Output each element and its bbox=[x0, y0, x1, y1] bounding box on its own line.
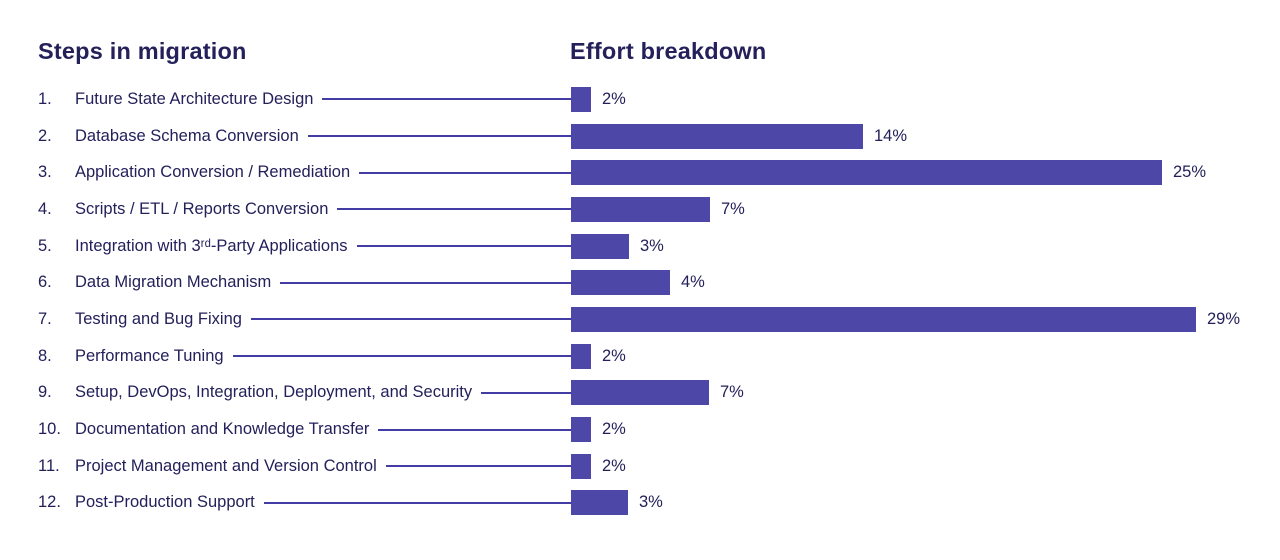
step-label: Testing and Bug Fixing bbox=[75, 309, 242, 328]
step-cell: 8. Performance Tuning bbox=[38, 347, 571, 366]
step-cell: 2. Database Schema Conversion bbox=[38, 127, 571, 146]
connector-line bbox=[250, 318, 571, 321]
chart-row: 3. Application Conversion / Remediation … bbox=[38, 154, 1274, 191]
connector-line bbox=[356, 245, 571, 248]
chart-rows: 1. Future State Architecture Design 2% 2… bbox=[38, 81, 1274, 521]
effort-bar bbox=[571, 196, 710, 222]
connector-line bbox=[280, 281, 571, 284]
connector-line bbox=[481, 391, 571, 394]
percent-label: 25% bbox=[1173, 163, 1207, 182]
effort-bar bbox=[571, 306, 1196, 332]
step-label: Integration with 3ʳᵈ-Party Applications bbox=[75, 236, 348, 255]
step-cell: 1. Future State Architecture Design bbox=[38, 90, 571, 109]
chart-row: 1. Future State Architecture Design 2% bbox=[38, 81, 1274, 118]
percent-label: 2% bbox=[602, 456, 626, 475]
chart-row: 6. Data Migration Mechanism 4% bbox=[38, 264, 1274, 301]
percent-label: 14% bbox=[874, 126, 908, 145]
step-cell: 4. Scripts / ETL / Reports Conversion bbox=[38, 200, 571, 219]
effort-column-title: Effort breakdown bbox=[570, 38, 767, 64]
step-cell: 3. Application Conversion / Remediation bbox=[38, 163, 571, 182]
percent-label: 3% bbox=[639, 493, 663, 512]
effort-bar bbox=[571, 233, 629, 259]
effort-bar bbox=[571, 270, 670, 296]
step-number: 6. bbox=[38, 273, 52, 292]
step-cell: 7. Testing and Bug Fixing bbox=[38, 310, 571, 329]
step-label: Database Schema Conversion bbox=[75, 126, 299, 145]
steps-column-title: Steps in migration bbox=[38, 38, 247, 64]
chart-row: 5. Integration with 3ʳᵈ-Party Applicatio… bbox=[38, 228, 1274, 265]
step-number: 2. bbox=[38, 126, 52, 145]
effort-bar bbox=[571, 86, 591, 112]
connector-line bbox=[378, 428, 571, 431]
percent-label: 2% bbox=[602, 346, 626, 365]
step-label: Project Management and Version Control bbox=[75, 456, 377, 475]
step-label: Application Conversion / Remediation bbox=[75, 163, 351, 182]
chart-row: 11. Project Management and Version Contr… bbox=[38, 448, 1274, 485]
percent-label: 3% bbox=[640, 236, 664, 255]
effort-bar bbox=[571, 123, 863, 149]
step-label: Documentation and Knowledge Transfer bbox=[75, 420, 370, 439]
percent-label: 7% bbox=[720, 383, 744, 402]
step-number: 5. bbox=[38, 236, 52, 255]
step-cell: 5. Integration with 3ʳᵈ-Party Applicatio… bbox=[38, 237, 571, 256]
chart-row: 10. Documentation and Knowledge Transfer… bbox=[38, 411, 1274, 448]
percent-label: 29% bbox=[1207, 309, 1241, 328]
step-cell: 6. Data Migration Mechanism bbox=[38, 273, 571, 292]
chart-row: 4. Scripts / ETL / Reports Conversion 7% bbox=[38, 191, 1274, 228]
effort-bar bbox=[571, 490, 628, 516]
step-label: Post-Production Support bbox=[75, 493, 255, 512]
step-cell: 9. Setup, DevOps, Integration, Deploymen… bbox=[38, 383, 571, 402]
percent-label: 2% bbox=[602, 420, 626, 439]
chart-row: 12. Post-Production Support 3% bbox=[38, 485, 1274, 522]
connector-line bbox=[359, 171, 571, 174]
step-number: 4. bbox=[38, 199, 52, 218]
step-number: 8. bbox=[38, 346, 52, 365]
chart-row: 8. Performance Tuning 2% bbox=[38, 338, 1274, 375]
step-number: 3. bbox=[38, 163, 52, 182]
effort-bar bbox=[571, 453, 591, 479]
step-number: 11. bbox=[38, 456, 60, 475]
step-label: Future State Architecture Design bbox=[75, 89, 314, 108]
effort-bar bbox=[571, 417, 591, 443]
step-number: 9. bbox=[38, 383, 52, 402]
connector-line bbox=[232, 355, 571, 358]
step-label: Performance Tuning bbox=[75, 346, 224, 365]
connector-line bbox=[322, 98, 571, 101]
percent-label: 2% bbox=[602, 89, 626, 108]
chart-row: 2. Database Schema Conversion 14% bbox=[38, 118, 1274, 155]
connector-line bbox=[307, 135, 571, 138]
step-number: 12. bbox=[38, 493, 61, 512]
step-number: 10. bbox=[38, 420, 61, 439]
effort-bar bbox=[571, 380, 709, 406]
percent-label: 4% bbox=[681, 273, 705, 292]
step-cell: 10. Documentation and Knowledge Transfer bbox=[38, 420, 571, 439]
percent-label: 7% bbox=[721, 199, 745, 218]
step-cell: 11. Project Management and Version Contr… bbox=[38, 457, 571, 476]
effort-bar bbox=[571, 343, 591, 369]
step-cell: 12. Post-Production Support bbox=[38, 493, 571, 512]
connector-line bbox=[263, 501, 571, 504]
step-label: Scripts / ETL / Reports Conversion bbox=[75, 199, 329, 218]
chart-row: 7. Testing and Bug Fixing 29% bbox=[38, 301, 1274, 338]
chart-row: 9. Setup, DevOps, Integration, Deploymen… bbox=[38, 375, 1274, 412]
connector-line bbox=[385, 465, 571, 468]
step-number: 1. bbox=[38, 89, 52, 108]
step-number: 7. bbox=[38, 309, 52, 328]
step-label: Setup, DevOps, Integration, Deployment, … bbox=[75, 383, 473, 402]
step-label: Data Migration Mechanism bbox=[75, 273, 272, 292]
effort-bar bbox=[571, 160, 1162, 186]
connector-line bbox=[337, 208, 571, 211]
